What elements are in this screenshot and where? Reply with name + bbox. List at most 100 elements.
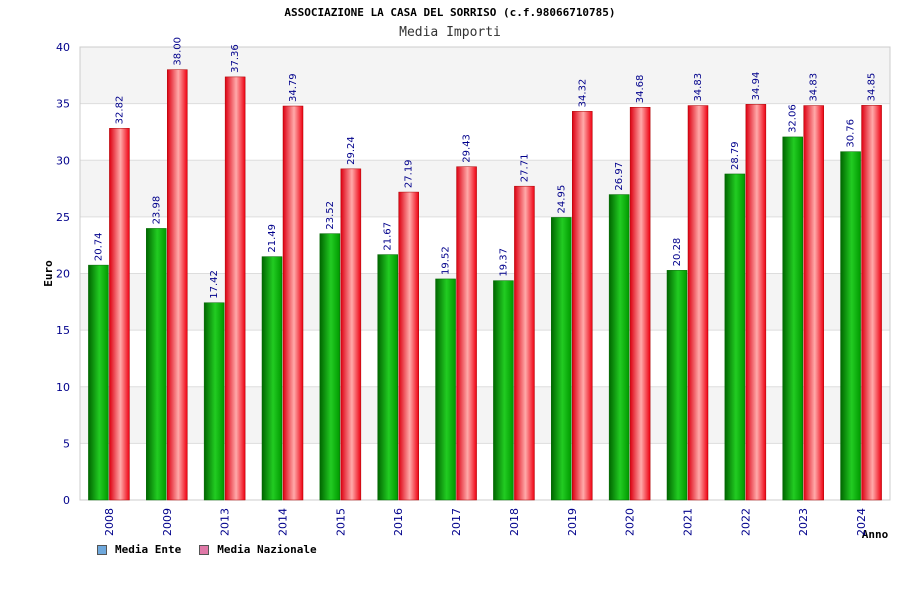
label-media-ente-2024: 30.76 xyxy=(846,119,857,148)
legend-label-media-ente: Media Ente xyxy=(115,543,182,556)
bar-media-ente-2009 xyxy=(146,228,167,501)
bar-media-ente-2018 xyxy=(493,280,514,501)
y-tick-label: 30 xyxy=(56,154,70,167)
label-media-nazionale-2013: 37.36 xyxy=(230,44,241,73)
x-tick-label-2017: 2017 xyxy=(450,508,463,536)
label-media-ente-2017: 19.52 xyxy=(441,246,452,275)
legend-swatch-media-nazionale xyxy=(199,544,210,555)
label-media-nazionale-2022: 34.94 xyxy=(751,72,762,101)
label-media-nazionale-2018: 27.71 xyxy=(519,154,530,183)
label-media-nazionale-2017: 29.43 xyxy=(462,134,473,163)
label-media-nazionale-2024: 34.85 xyxy=(867,73,878,102)
x-tick-label-2021: 2021 xyxy=(682,508,695,536)
plot-border xyxy=(79,46,891,501)
label-media-ente-2021: 20.28 xyxy=(672,238,683,267)
bar-media-ente-2024 xyxy=(840,151,861,501)
grid-band xyxy=(80,103,890,161)
legend-item-media-nazionale: Media Nazionale xyxy=(199,543,317,556)
label-media-ente-2020: 26.97 xyxy=(614,162,625,191)
bar-media-nazionale-2013 xyxy=(224,76,246,501)
chart-subtitle: Media Importi xyxy=(399,25,501,40)
x-tick-label-2014: 2014 xyxy=(277,508,290,536)
bar-media-nazionale-2009 xyxy=(167,69,188,501)
label-media-nazionale-2023: 34.83 xyxy=(809,73,820,102)
label-media-ente-2019: 24.95 xyxy=(556,185,567,214)
grid-band xyxy=(80,273,890,331)
label-media-ente-2008: 20.74 xyxy=(93,232,104,261)
x-tick-label-2009: 2009 xyxy=(161,508,174,536)
bar-media-ente-2023 xyxy=(782,136,803,501)
label-media-nazionale-2020: 34.68 xyxy=(635,75,646,104)
bar-media-ente-2019 xyxy=(551,217,572,501)
grid-band xyxy=(80,160,890,217)
grid-band xyxy=(80,443,890,500)
bar-media-nazionale-2023 xyxy=(803,105,824,501)
bar-media-ente-2008 xyxy=(88,264,109,501)
x-tick-label-2022: 2022 xyxy=(739,508,752,536)
bar-media-ente-2015 xyxy=(319,233,341,501)
bar-media-nazionale-2018 xyxy=(514,185,535,501)
label-media-ente-2018: 19.37 xyxy=(498,248,509,277)
x-tick-label-2013: 2013 xyxy=(219,508,232,536)
legend-item-media-ente: Media Ente xyxy=(97,543,181,556)
bar-media-nazionale-2016 xyxy=(398,191,419,501)
x-tick-label-2023: 2023 xyxy=(797,508,810,536)
label-media-nazionale-2015: 29.24 xyxy=(346,136,357,165)
grid-band xyxy=(80,330,890,387)
label-media-nazionale-2008: 32.82 xyxy=(114,96,125,125)
bar-media-ente-2020 xyxy=(608,194,630,501)
bar-media-ente-2013 xyxy=(203,302,225,501)
legend-swatch-media-ente xyxy=(97,544,107,555)
label-media-nazionale-2009: 38.00 xyxy=(172,37,183,66)
grid-band xyxy=(80,47,890,104)
y-tick-label: 0 xyxy=(63,494,70,507)
bar-media-nazionale-2014 xyxy=(282,105,304,501)
label-media-ente-2015: 23.52 xyxy=(325,201,336,230)
bar-media-ente-2022 xyxy=(724,173,746,501)
y-tick-label: 20 xyxy=(56,268,70,281)
bar-media-ente-2014 xyxy=(261,256,283,501)
y-axis-title: Euro xyxy=(42,260,55,287)
y-tick-label: 15 xyxy=(56,324,70,337)
label-media-nazionale-2021: 34.83 xyxy=(693,73,704,102)
bar-media-ente-2017 xyxy=(435,278,456,501)
bar-media-nazionale-2022 xyxy=(745,104,767,501)
x-tick-label-2016: 2016 xyxy=(392,508,405,536)
bar-media-nazionale-2008 xyxy=(109,128,130,501)
label-media-nazionale-2014: 34.79 xyxy=(288,73,299,102)
bar-media-nazionale-2021 xyxy=(687,105,709,501)
label-media-ente-2014: 21.49 xyxy=(267,224,278,253)
bar-media-ente-2021 xyxy=(666,270,688,501)
bar-media-nazionale-2019 xyxy=(572,111,593,501)
bar-media-nazionale-2015 xyxy=(340,168,362,501)
legend-label-media-nazionale: Media Nazionale xyxy=(217,543,317,556)
x-tick-label-2020: 2020 xyxy=(624,508,637,536)
x-tick-label-2015: 2015 xyxy=(334,508,347,536)
y-tick-label: 25 xyxy=(56,211,70,224)
label-media-nazionale-2016: 27.19 xyxy=(404,159,415,188)
x-axis-title: Anno xyxy=(862,528,889,541)
label-media-ente-2013: 17.42 xyxy=(209,270,220,299)
grid-band xyxy=(80,216,890,274)
label-media-ente-2009: 23.98 xyxy=(151,196,162,225)
x-tick-label-2008: 2008 xyxy=(103,508,116,536)
bar-media-ente-2016 xyxy=(377,254,398,501)
x-tick-label-2018: 2018 xyxy=(508,508,521,536)
x-tick-label-2019: 2019 xyxy=(566,508,579,536)
y-tick-label: 40 xyxy=(56,41,70,54)
bar-media-nazionale-2024 xyxy=(861,105,882,501)
grid-band xyxy=(80,386,890,444)
y-tick-label: 35 xyxy=(56,98,70,111)
label-media-nazionale-2019: 34.32 xyxy=(577,79,588,108)
legend: Media Ente Media Nazionale xyxy=(97,543,335,556)
label-media-ente-2022: 28.79 xyxy=(730,141,741,170)
bar-media-nazionale-2017 xyxy=(456,166,477,501)
y-tick-label: 5 xyxy=(63,437,70,450)
label-media-ente-2016: 21.67 xyxy=(383,222,394,251)
x-tick-label-2024: 2024 xyxy=(855,508,868,536)
label-media-ente-2023: 32.06 xyxy=(788,104,799,133)
y-tick-label: 10 xyxy=(56,381,70,394)
chart-title: ASSOCIAZIONE LA CASA DEL SORRISO (c.f.98… xyxy=(284,6,616,19)
bar-media-nazionale-2020 xyxy=(629,106,651,501)
